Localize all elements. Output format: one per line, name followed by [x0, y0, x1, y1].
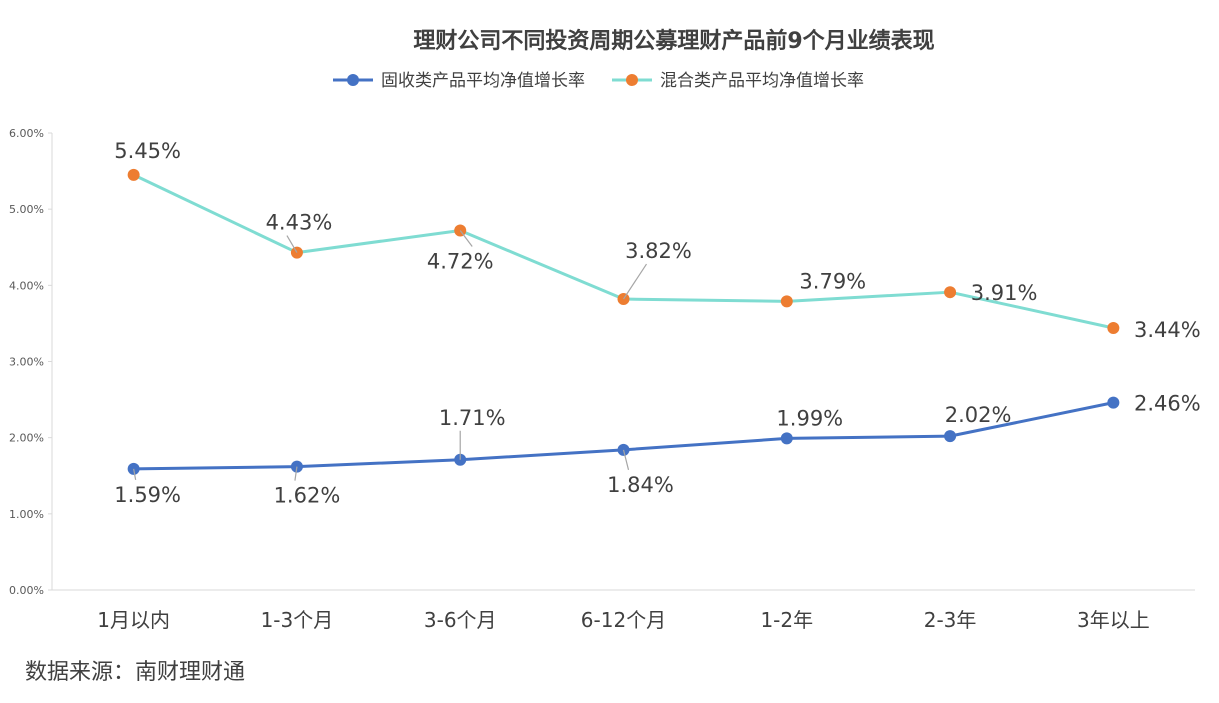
data-label: 5.45% — [114, 139, 181, 163]
data-point — [780, 432, 793, 445]
data-label: 1.84% — [607, 473, 674, 497]
data-point — [1107, 396, 1120, 409]
x-tick-label: 1月以内 — [97, 608, 170, 632]
legend-label-mixed: 混合类产品平均净值增长率 — [660, 71, 864, 91]
data-point — [780, 295, 793, 308]
y-tick-label: 2.00% — [9, 432, 44, 445]
y-tick-label: 0.00% — [9, 584, 44, 597]
data-label: 1.99% — [776, 406, 843, 430]
x-tick-label: 3年以上 — [1077, 608, 1150, 632]
y-tick-label: 6.00% — [9, 127, 44, 140]
data-label: 1.59% — [114, 483, 181, 507]
data-label: 4.72% — [427, 249, 494, 273]
legend-label-fixed-income: 固收类产品平均净值增长率 — [381, 71, 585, 91]
chart-title: 理财公司不同投资周期公募理财产品前9个月业绩表现 — [413, 28, 934, 54]
data-point — [127, 168, 140, 181]
x-tick-label: 1-3个月 — [261, 608, 334, 632]
x-axis-ticks: 1月以内 1-3个月 3-6个月 6-12个月 1-2年 2-3年 3年以上 — [97, 608, 1149, 632]
data-label: 3.82% — [625, 239, 692, 263]
data-label: 3.44% — [1134, 318, 1201, 342]
legend-marker-mixed — [626, 74, 638, 86]
label-leader-line — [622, 263, 648, 300]
data-label: 3.79% — [799, 269, 866, 293]
source-note: 数据来源：南财理财通 — [25, 660, 245, 685]
label-leader-line — [459, 230, 473, 247]
x-tick-label: 3-6个月 — [424, 608, 497, 632]
x-tick-label: 2-3年 — [924, 608, 977, 632]
data-label: 1.71% — [439, 406, 506, 430]
series-layer: 1.59% 1.62% 1.71% 1.84% 1.99% 2.02% 2.46% 5.45%… — [114, 139, 1200, 508]
y-tick-label: 5.00% — [9, 203, 44, 216]
data-point — [944, 286, 957, 299]
y-axis-ticks: 0.00% 1.00% 2.00% 3.00% 4.00% 5.00% 6.00% — [9, 127, 52, 597]
label-leader-line — [133, 468, 137, 481]
data-label: 4.43% — [266, 211, 333, 235]
x-tick-label: 1-2年 — [760, 608, 813, 632]
data-label: 3.91% — [971, 281, 1038, 305]
data-label: 2.46% — [1134, 392, 1201, 416]
data-label: 1.62% — [274, 484, 341, 508]
x-tick-label: 6-12个月 — [581, 608, 666, 632]
data-point — [1107, 321, 1120, 334]
data-point — [944, 430, 957, 443]
legend-marker-fixed-income — [347, 74, 359, 86]
label-leader-line — [294, 466, 298, 481]
data-label: 2.02% — [945, 403, 1012, 427]
y-tick-label: 1.00% — [9, 508, 44, 521]
y-tick-label: 3.00% — [9, 356, 44, 369]
legend: 固收类产品平均净值增长率 混合类产品平均净值增长率 — [333, 71, 864, 91]
y-tick-label: 4.00% — [9, 279, 44, 292]
label-leader-line — [286, 235, 298, 253]
label-leader-line — [622, 449, 630, 470]
